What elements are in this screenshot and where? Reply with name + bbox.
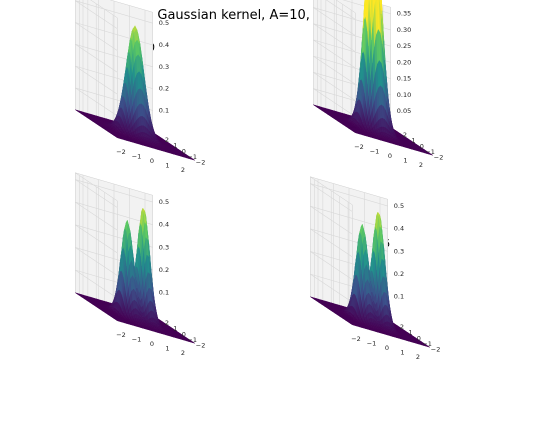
y-tick-label: 1: [173, 325, 177, 333]
x-tick-label: 2: [181, 166, 185, 174]
gridline: [325, 0, 356, 20]
gridline: [75, 65, 118, 95]
z-tick-label: 0.5: [159, 19, 169, 27]
gridline: [313, 7, 356, 36]
y-tick-label: −1: [187, 336, 197, 344]
y-tick-label: −1: [187, 153, 197, 161]
z-tick-label: 0.1: [159, 289, 169, 297]
y-tick-label: 1: [411, 137, 415, 145]
y-tick-label: 2: [403, 131, 407, 139]
subplot-2: time = 2−2−1012−2−10120.050.100.150.200.…: [313, 0, 443, 169]
x-tick-label: 1: [165, 162, 169, 170]
z-tick-label: 0.35: [397, 10, 411, 18]
x-tick-label: −2: [116, 331, 126, 339]
y-tick-label: 0: [420, 142, 424, 150]
gridline: [313, 72, 356, 101]
gridline: [313, 23, 356, 52]
x-tick-label: 2: [419, 161, 423, 169]
x-tick-label: −2: [354, 143, 364, 151]
x-tick-label: −2: [116, 148, 126, 156]
gridline: [75, 87, 118, 117]
surface-facet: [191, 158, 195, 161]
x-tick-label: 0: [388, 152, 392, 160]
gridline: [75, 0, 118, 29]
gridline: [75, 44, 118, 73]
z-tick-label: 0.25: [397, 42, 411, 50]
z-tick-label: 0.2: [159, 85, 169, 93]
y-tick-label: −1: [425, 148, 435, 156]
z-tick-label: 0.4: [159, 221, 169, 229]
z-tick-label: 0.10: [397, 91, 411, 99]
gridline: [75, 0, 153, 24]
x-tick-label: −1: [370, 148, 380, 156]
z-tick-label: 0.1: [159, 106, 169, 114]
gridline: [313, 39, 356, 69]
z-tick-label: 0.4: [159, 41, 169, 49]
z-tick-label: 0.3: [159, 243, 169, 251]
y-tick-label: 1: [173, 142, 177, 150]
z-tick-label: 0.30: [397, 26, 411, 34]
z-tick-label: 0.5: [159, 198, 169, 206]
gridline: [75, 22, 118, 51]
x-tick-label: 0: [150, 340, 154, 348]
z-tick-label: 0.20: [397, 58, 411, 66]
z-tick-label: 0.05: [397, 107, 411, 115]
y-tick-label: 2: [165, 319, 169, 327]
y-tick-label: 2: [165, 136, 169, 144]
z-tick-label: 0.2: [159, 266, 169, 274]
z-tick-label: 0.15: [397, 75, 411, 83]
y-tick-label: −2: [196, 341, 206, 349]
x-tick-label: 1: [403, 157, 407, 165]
y-tick-label: −2: [196, 158, 206, 166]
gridline: [313, 88, 356, 117]
x-tick-label: −1: [132, 153, 142, 161]
surface-mesh: [75, 25, 195, 161]
y-tick-label: 0: [182, 330, 186, 338]
gridline: [313, 55, 356, 85]
y-tick-label: −2: [434, 153, 444, 161]
x-tick-label: 1: [165, 345, 169, 353]
y-tick-label: 0: [182, 147, 186, 155]
x-tick-label: 0: [150, 157, 154, 165]
z-tick-label: 0.3: [159, 63, 169, 71]
surface-mesh: [313, 0, 433, 156]
x-tick-label: −1: [132, 336, 142, 344]
gridline: [75, 22, 153, 46]
x-tick-label: 2: [181, 349, 185, 357]
